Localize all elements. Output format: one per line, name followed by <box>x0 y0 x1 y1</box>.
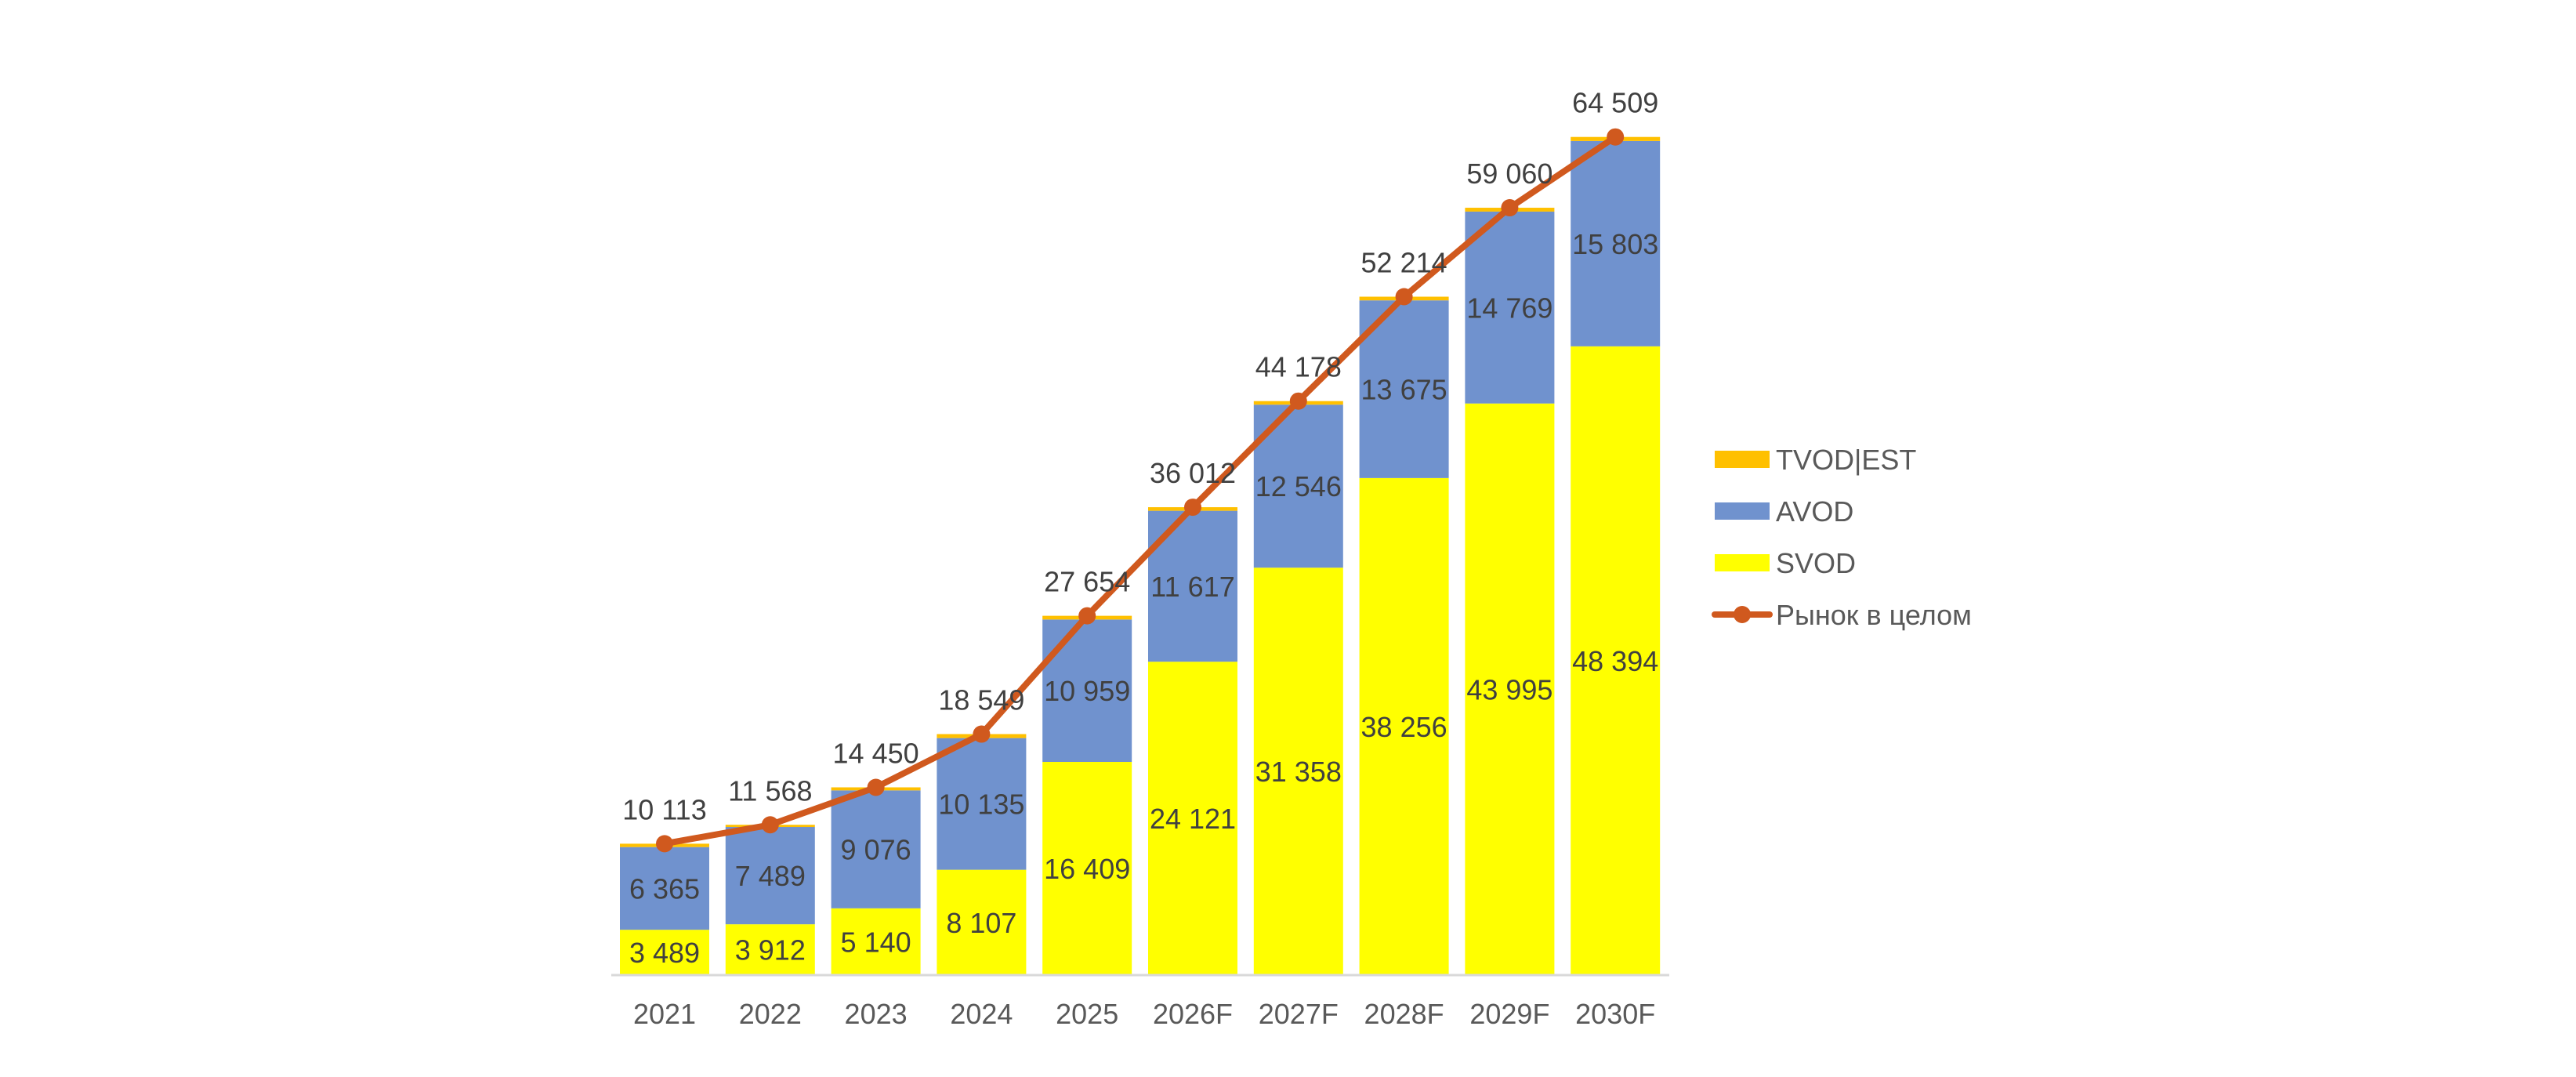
bar-avod-2021 <box>620 847 709 930</box>
total-label-2027f: 44 178 <box>1255 351 1342 383</box>
x-tick-label-2027f: 2027F <box>1259 998 1339 1030</box>
line-point-2025 <box>1078 607 1096 625</box>
data-label-svod-2023: 5 140 <box>841 926 911 958</box>
x-tick-label-2024: 2024 <box>950 998 1013 1030</box>
line-point-2030f <box>1607 128 1625 146</box>
bar-svod-2024 <box>937 869 1027 975</box>
total-label-2025: 27 654 <box>1044 566 1130 598</box>
bar-svod-2025 <box>1042 762 1132 975</box>
x-tick-label-2023: 2023 <box>845 998 908 1030</box>
bar-svod-2026f <box>1148 662 1237 975</box>
bar-svod-2030f <box>1571 346 1661 976</box>
bar-avod-2030f <box>1571 140 1661 346</box>
bar-svod-2023 <box>831 908 921 975</box>
data-label-avod-2026f: 11 617 <box>1150 571 1234 603</box>
legend-1-swatch <box>1715 451 1770 468</box>
data-label-avod-2024: 10 135 <box>938 789 1024 821</box>
line-point-2024 <box>973 725 991 743</box>
line-point-2027f <box>1289 392 1307 410</box>
legend-2-swatch <box>1715 502 1770 520</box>
data-label-avod-2028f: 13 675 <box>1361 374 1447 406</box>
bar-svod-2021 <box>620 930 709 975</box>
line-point-2022 <box>761 816 779 834</box>
data-label-avod-2022: 7 489 <box>735 860 806 892</box>
data-label-svod-2022: 3 912 <box>735 934 806 966</box>
legend-2-label: AVOD <box>1776 495 1853 528</box>
legend-3-swatch <box>1715 554 1770 571</box>
data-label-avod-2023: 9 076 <box>841 834 911 866</box>
x-tick-label-2021: 2021 <box>633 998 696 1030</box>
data-label-svod-2021: 3 489 <box>629 937 700 969</box>
total-label-2030f: 64 509 <box>1572 87 1658 119</box>
total-label-2028f: 52 214 <box>1361 247 1447 279</box>
data-label-avod-2030f: 15 803 <box>1572 228 1658 260</box>
bar-avod-2022 <box>725 827 815 925</box>
total-label-2021: 10 113 <box>622 793 706 825</box>
legend-1-label: TVOD|EST <box>1776 444 1916 476</box>
total-label-2029f: 59 060 <box>1466 158 1552 190</box>
legend-4-label: Рынок в целом <box>1776 599 1972 631</box>
bar-svod-2028f <box>1359 477 1449 975</box>
x-tick-label-2030f: 2030F <box>1575 998 1655 1030</box>
data-label-svod-2024: 8 107 <box>946 907 1016 939</box>
x-tick-label-2025: 2025 <box>1056 998 1118 1030</box>
data-label-svod-2026f: 24 121 <box>1150 803 1236 835</box>
line-point-2023 <box>867 778 885 796</box>
line-point-2028f <box>1395 288 1413 306</box>
x-tick-labels: 2021 2022 2023 2024 2025 2026F 2027F 2028F 2029F… <box>633 998 1655 1030</box>
bar-avod-2023 <box>831 790 921 908</box>
legend: TVOD|EST AVOD SVOD Рынок в целом <box>1712 444 1972 631</box>
bar-svod-2029f <box>1465 403 1555 975</box>
line-point-2021 <box>656 835 673 853</box>
x-tick-label-2026f: 2026F <box>1153 998 1233 1030</box>
legend-3-label: SVOD <box>1776 547 1856 579</box>
data-label-avod-2029f: 14 769 <box>1466 292 1552 324</box>
line-point-2026f <box>1184 499 1201 517</box>
data-label-avod-2021: 6 365 <box>629 872 700 905</box>
bars-layer <box>620 136 1661 976</box>
total-label-2026f: 36 012 <box>1150 457 1236 489</box>
data-label-avod-2027f: 12 546 <box>1255 470 1342 502</box>
bar-avod-2025 <box>1042 619 1132 763</box>
data-label-svod-2030f: 48 394 <box>1572 645 1658 677</box>
bar-avod-2029f <box>1465 211 1555 404</box>
bar-svod-2027f <box>1253 568 1343 975</box>
line-layer <box>656 128 1625 853</box>
data-label-svod-2028f: 38 256 <box>1361 711 1447 743</box>
data-label-svod-2025: 16 409 <box>1044 853 1130 885</box>
x-tick-label-2029f: 2029F <box>1469 998 1549 1030</box>
x-tick-label-2028f: 2028F <box>1364 998 1444 1030</box>
labels-layer: 3 489 6 365 3 912 7 489 5 140 9 076 8 107 10 13… <box>622 87 1658 969</box>
line-point-2029f <box>1501 199 1519 217</box>
total-label-2023: 14 450 <box>833 737 919 769</box>
data-label-svod-2029f: 43 995 <box>1466 673 1552 705</box>
legend-4-marker <box>1734 606 1751 623</box>
line-total-market <box>661 133 1619 847</box>
total-label-2022: 11 568 <box>728 774 812 807</box>
total-label-2024: 18 549 <box>938 684 1024 716</box>
bar-svod-2022 <box>725 924 815 975</box>
x-tick-label-2022: 2022 <box>739 998 802 1030</box>
data-label-avod-2025: 10 959 <box>1044 675 1130 707</box>
bar-avod-2024 <box>937 738 1027 870</box>
data-label-svod-2027f: 31 358 <box>1255 756 1342 788</box>
